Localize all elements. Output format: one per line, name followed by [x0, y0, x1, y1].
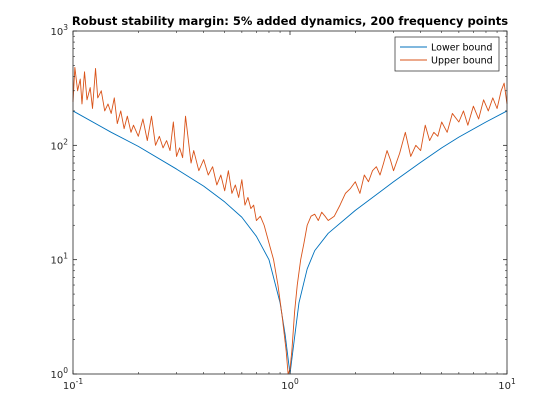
x-tick-label-1: 100 [281, 377, 299, 392]
legend-label-1: Upper bound [431, 56, 493, 67]
x-tick-label-2: 101 [498, 377, 516, 392]
y-tick-label-0: 100 [50, 366, 68, 381]
x-tick-label-0: 10-1 [63, 377, 83, 392]
plot-area [73, 31, 507, 374]
chart-title: Robust stability margin: 5% added dynami… [72, 14, 508, 28]
legend-box [394, 36, 500, 72]
series-layer [72, 66, 508, 375]
series-line-1 [72, 66, 508, 375]
legend: Lower bound Upper bound [394, 36, 500, 72]
legend-label-0: Lower bound [431, 43, 492, 54]
y-tick-label-3: 103 [50, 23, 68, 38]
y-tick-label-2: 102 [50, 137, 68, 152]
y-tick-label-1: 101 [50, 252, 68, 267]
series-line-0 [72, 110, 508, 375]
